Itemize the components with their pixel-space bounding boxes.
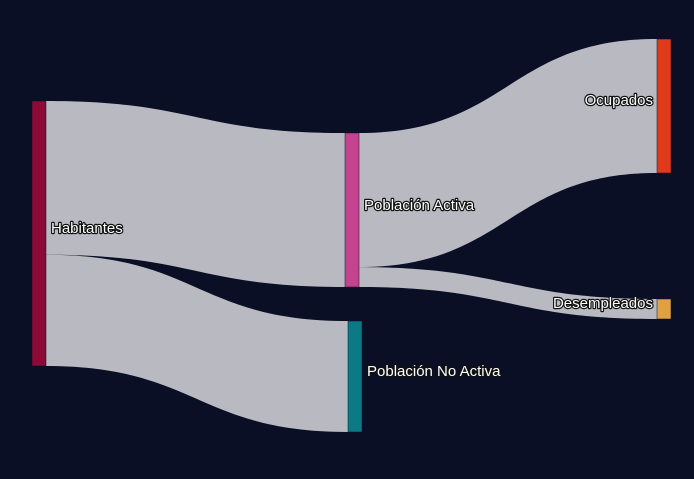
- sankey-links: [46, 39, 657, 432]
- link-activa-to-ocupados[interactable]: [359, 39, 657, 268]
- sankey-nodes: [31, 38, 672, 433]
- link-activa-to-desempleados[interactable]: [359, 267, 657, 319]
- link-habitantes-to-noactiva[interactable]: [46, 254, 348, 432]
- sankey-labels: Habitantes Población Activa Población No A…: [50, 91, 654, 381]
- node-ocupados[interactable]: [656, 38, 672, 174]
- label-activa: Población Activa: [364, 197, 475, 214]
- node-noactiva[interactable]: [347, 320, 363, 433]
- label-ocupados: Ocupados: [585, 92, 653, 109]
- link-habitantes-to-activa[interactable]: [46, 101, 345, 287]
- label-noactiva: Población No Activa: [367, 363, 501, 380]
- label-desempleados: Desempleados: [553, 295, 653, 312]
- label-habitantes: Habitantes: [51, 220, 123, 237]
- node-desempleados[interactable]: [656, 298, 672, 320]
- node-activa[interactable]: [344, 132, 360, 288]
- node-habitantes[interactable]: [31, 100, 47, 367]
